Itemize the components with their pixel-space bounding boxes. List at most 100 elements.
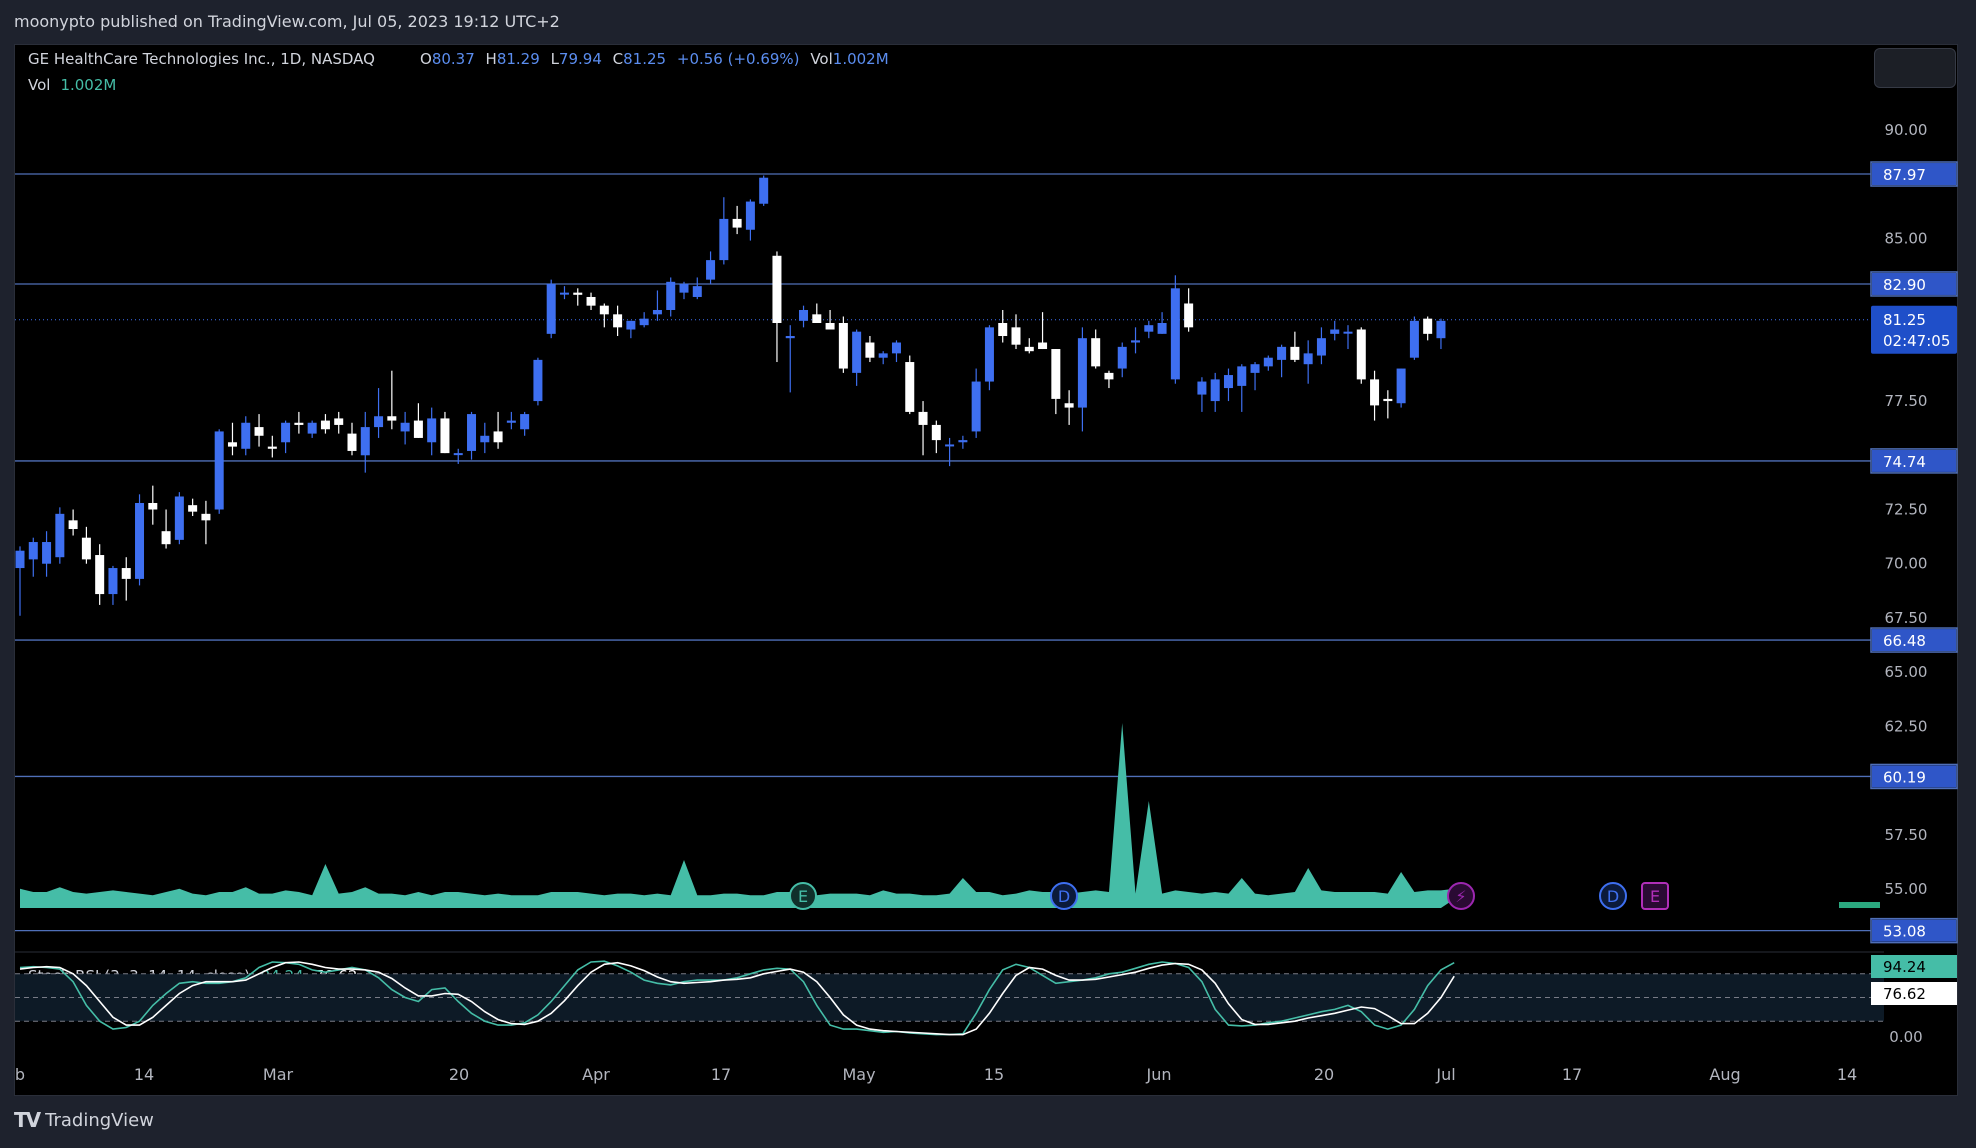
candle-body	[294, 422, 304, 425]
candle-body	[799, 309, 809, 321]
candle	[55, 507, 65, 564]
candle-body	[719, 218, 729, 261]
level-label: 53.08	[1883, 923, 1926, 941]
candle-body	[267, 446, 277, 449]
x-tick-label: 20	[449, 1065, 469, 1084]
candle-body	[1091, 338, 1101, 367]
stoch-value-label: 94.24	[1883, 958, 1926, 976]
dividend-marker-d-future[interactable]: D	[1599, 882, 1627, 910]
earnings-marker-e[interactable]: E	[789, 882, 817, 910]
candle	[161, 509, 171, 549]
candle	[918, 401, 928, 456]
chart-svg[interactable]: GE HealthCare Technologies Inc., 1D, NAS…	[15, 45, 1959, 1097]
candle	[1038, 312, 1048, 350]
candle	[878, 351, 888, 365]
candle	[307, 420, 317, 438]
candle	[812, 303, 822, 324]
price-levels	[15, 173, 1884, 932]
candle-body	[334, 418, 344, 425]
candle-body	[1436, 320, 1446, 339]
y-tick-label: 72.50	[1885, 501, 1928, 519]
candle-body	[1184, 303, 1194, 328]
countdown-label: 02:47:05	[1883, 332, 1950, 350]
candle-body	[453, 453, 463, 456]
candle	[891, 340, 901, 363]
volume-area-path	[20, 723, 1468, 908]
candle	[586, 292, 596, 310]
candle-body	[666, 281, 676, 310]
candle	[387, 370, 397, 430]
candle	[838, 316, 848, 373]
candle	[374, 388, 384, 438]
candle	[1011, 314, 1021, 350]
low-value: 79.94	[559, 50, 602, 68]
candle-body	[480, 435, 490, 443]
candle	[1157, 312, 1167, 334]
svg-text:⚡: ⚡	[1455, 887, 1466, 906]
y-tick-label: 90.00	[1885, 121, 1928, 139]
candle	[599, 303, 609, 328]
x-tick-label: 17	[711, 1065, 731, 1084]
volume-area	[20, 723, 1880, 908]
candle	[121, 557, 131, 601]
candle-body	[652, 309, 662, 315]
candle	[1223, 368, 1233, 402]
high-value: 81.29	[497, 50, 540, 68]
candle	[1117, 342, 1127, 378]
candle-body	[413, 420, 423, 438]
candle-body	[918, 411, 928, 425]
split-marker-icon[interactable]: ⚡	[1447, 882, 1475, 910]
open-value: 80.37	[432, 50, 475, 68]
dividend-marker-d[interactable]: D	[1050, 882, 1078, 910]
candle-body	[347, 433, 357, 451]
candle	[1356, 327, 1366, 384]
close-value: 81.25	[623, 50, 666, 68]
candle	[1263, 355, 1273, 371]
chart-area[interactable]: GE HealthCare Technologies Inc., 1D, NAS…	[14, 44, 1958, 1096]
candle	[148, 485, 158, 525]
candle	[1184, 288, 1194, 332]
y-tick-label: 77.50	[1885, 392, 1928, 410]
x-axis[interactable]: eb 14 Mar 20 Apr 17 May 15 Jun 20 Jul 17 Aug 14	[15, 1065, 1857, 1084]
candle-body	[1024, 346, 1034, 352]
candle-body	[1104, 372, 1114, 380]
candle-body	[506, 420, 516, 423]
x-tick-label: 14	[1837, 1065, 1857, 1084]
candle-body	[214, 431, 224, 510]
stoch-value-box	[1871, 955, 1957, 978]
candle	[1277, 344, 1287, 378]
svg-text:E: E	[1650, 887, 1660, 906]
candle	[201, 500, 211, 545]
level-label-fill	[1872, 163, 1956, 186]
candle	[506, 411, 516, 430]
y-tick-label: 57.50	[1885, 826, 1928, 844]
candle	[984, 325, 994, 391]
candle-body	[1316, 338, 1326, 356]
candle-body	[493, 431, 503, 443]
candle	[971, 368, 981, 438]
candle-body	[1170, 288, 1180, 380]
candle-body	[759, 177, 769, 204]
x-tick-label: Jul	[1435, 1065, 1455, 1084]
event-markers[interactable]: E D ⚡ D E	[789, 882, 1669, 910]
earnings-marker-e-future[interactable]: E	[1641, 882, 1669, 910]
y-axis[interactable]: 90.00 85.00 77.50 72.50 70.00 67.50 65.00 62.50…	[1870, 121, 1958, 1046]
x-tick-label: 14	[134, 1065, 154, 1084]
candle	[227, 422, 237, 456]
candle-body	[958, 440, 968, 443]
legend: GE HealthCare Technologies Inc., 1D, NAS…	[28, 50, 889, 94]
candle	[559, 286, 569, 300]
candle	[1290, 331, 1300, 363]
candle-body	[1263, 357, 1273, 367]
candle	[931, 420, 941, 454]
candle	[214, 429, 224, 514]
candle	[281, 420, 291, 454]
candle-body	[825, 323, 835, 330]
candle	[1104, 370, 1114, 389]
low-label: L	[551, 50, 560, 68]
candle-body	[281, 422, 291, 443]
candle	[1409, 316, 1419, 360]
candle-body	[148, 502, 158, 510]
x-tick-label: 17	[1562, 1065, 1582, 1084]
candle-body	[227, 442, 237, 447]
